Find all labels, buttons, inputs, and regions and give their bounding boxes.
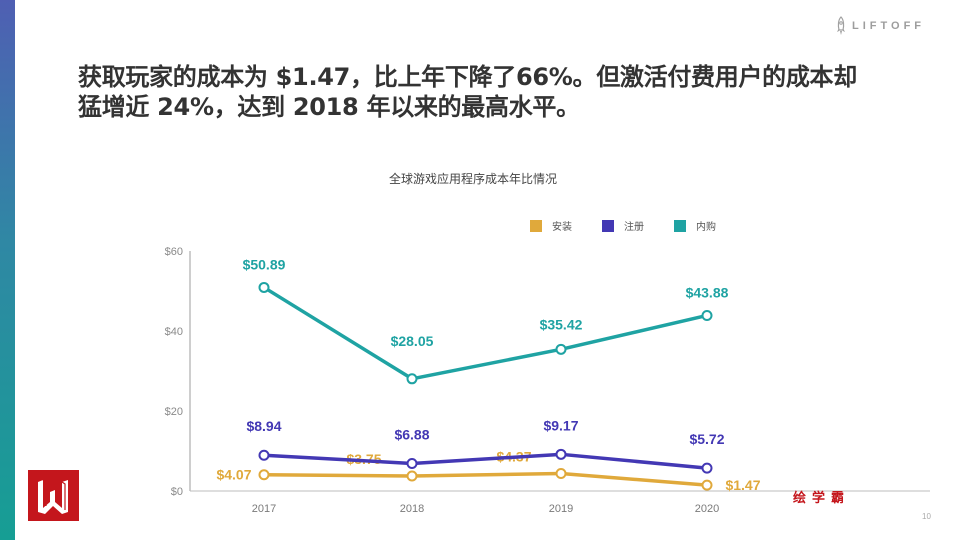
legend-label-purchase: 内购 bbox=[696, 222, 716, 233]
liftoff-logo: LIFTOFF bbox=[836, 16, 925, 36]
data-label-register: $5.72 bbox=[689, 431, 724, 447]
legend-swatch-register bbox=[602, 219, 614, 232]
y-tick-label: $20 bbox=[165, 406, 183, 418]
data-point-purchase bbox=[406, 373, 418, 385]
data-point-install bbox=[258, 469, 270, 481]
legend-label-install: 安装 bbox=[552, 222, 572, 233]
series-line-install bbox=[262, 471, 709, 487]
w-logo-icon bbox=[38, 479, 68, 514]
y-tick-label: $60 bbox=[165, 246, 183, 258]
data-label-register: $6.88 bbox=[394, 426, 429, 442]
x-tick-label: 2019 bbox=[549, 503, 573, 515]
data-point-register bbox=[555, 448, 567, 460]
x-tick-label: 2017 bbox=[252, 503, 276, 515]
y-tick-label: $0 bbox=[171, 486, 183, 498]
x-tick-label: 2020 bbox=[695, 503, 719, 515]
page-number: 10 bbox=[922, 512, 931, 521]
x-tick-label: 2018 bbox=[400, 503, 424, 515]
data-point-register bbox=[701, 462, 713, 474]
data-label-purchase: $43.88 bbox=[686, 284, 729, 300]
rocket-icon bbox=[837, 16, 845, 35]
data-label-install: $4.07 bbox=[216, 467, 251, 483]
data-label-purchase: $28.05 bbox=[391, 333, 434, 349]
legend-swatch-install bbox=[530, 219, 542, 232]
series-line-purchase bbox=[262, 285, 709, 381]
data-label-register: $8.94 bbox=[246, 418, 281, 434]
side-accent-bar bbox=[0, 0, 15, 540]
data-label-register: $9.17 bbox=[543, 417, 578, 433]
headline-line-1: 获取玩家的成本为 $1.47，比上年下降了66%。但激活付费用户的成本却 bbox=[78, 63, 857, 91]
legend-item-install: 安装 bbox=[530, 218, 572, 233]
brand-name: LIFTOFF bbox=[852, 20, 926, 32]
legend-swatch-purchase bbox=[674, 219, 686, 232]
page-headline: 获取玩家的成本为 $1.47，比上年下降了66%。但激活付费用户的成本却 猛增近… bbox=[78, 62, 938, 122]
legend-label-register: 注册 bbox=[624, 222, 644, 233]
series-line-register bbox=[262, 452, 709, 470]
legend-item-register: 注册 bbox=[602, 218, 644, 233]
data-label-purchase: $35.42 bbox=[540, 316, 583, 332]
headline-line-2: 猛增近 24%，达到 2018 年以来的最高水平。 bbox=[78, 93, 580, 121]
data-point-install bbox=[701, 479, 713, 491]
data-point-purchase bbox=[258, 281, 270, 293]
chart-legend: 安装 注册 内购 bbox=[530, 218, 746, 233]
data-label-install: $1.47 bbox=[725, 477, 760, 493]
data-label-purchase: $50.89 bbox=[243, 256, 286, 272]
publisher-badge-logo bbox=[28, 470, 79, 521]
legend-item-purchase: 内购 bbox=[674, 218, 716, 233]
watermark-text: 绘学霸 bbox=[793, 491, 851, 506]
y-tick-label: $40 bbox=[165, 326, 183, 338]
chart-title: 全球游戏应用程序成本年比情况 bbox=[389, 172, 558, 186]
data-point-purchase bbox=[701, 309, 713, 321]
data-point-register bbox=[406, 457, 418, 469]
data-point-install bbox=[555, 468, 567, 480]
data-point-install bbox=[406, 470, 418, 482]
data-point-register bbox=[258, 449, 270, 461]
data-point-purchase bbox=[555, 343, 567, 355]
